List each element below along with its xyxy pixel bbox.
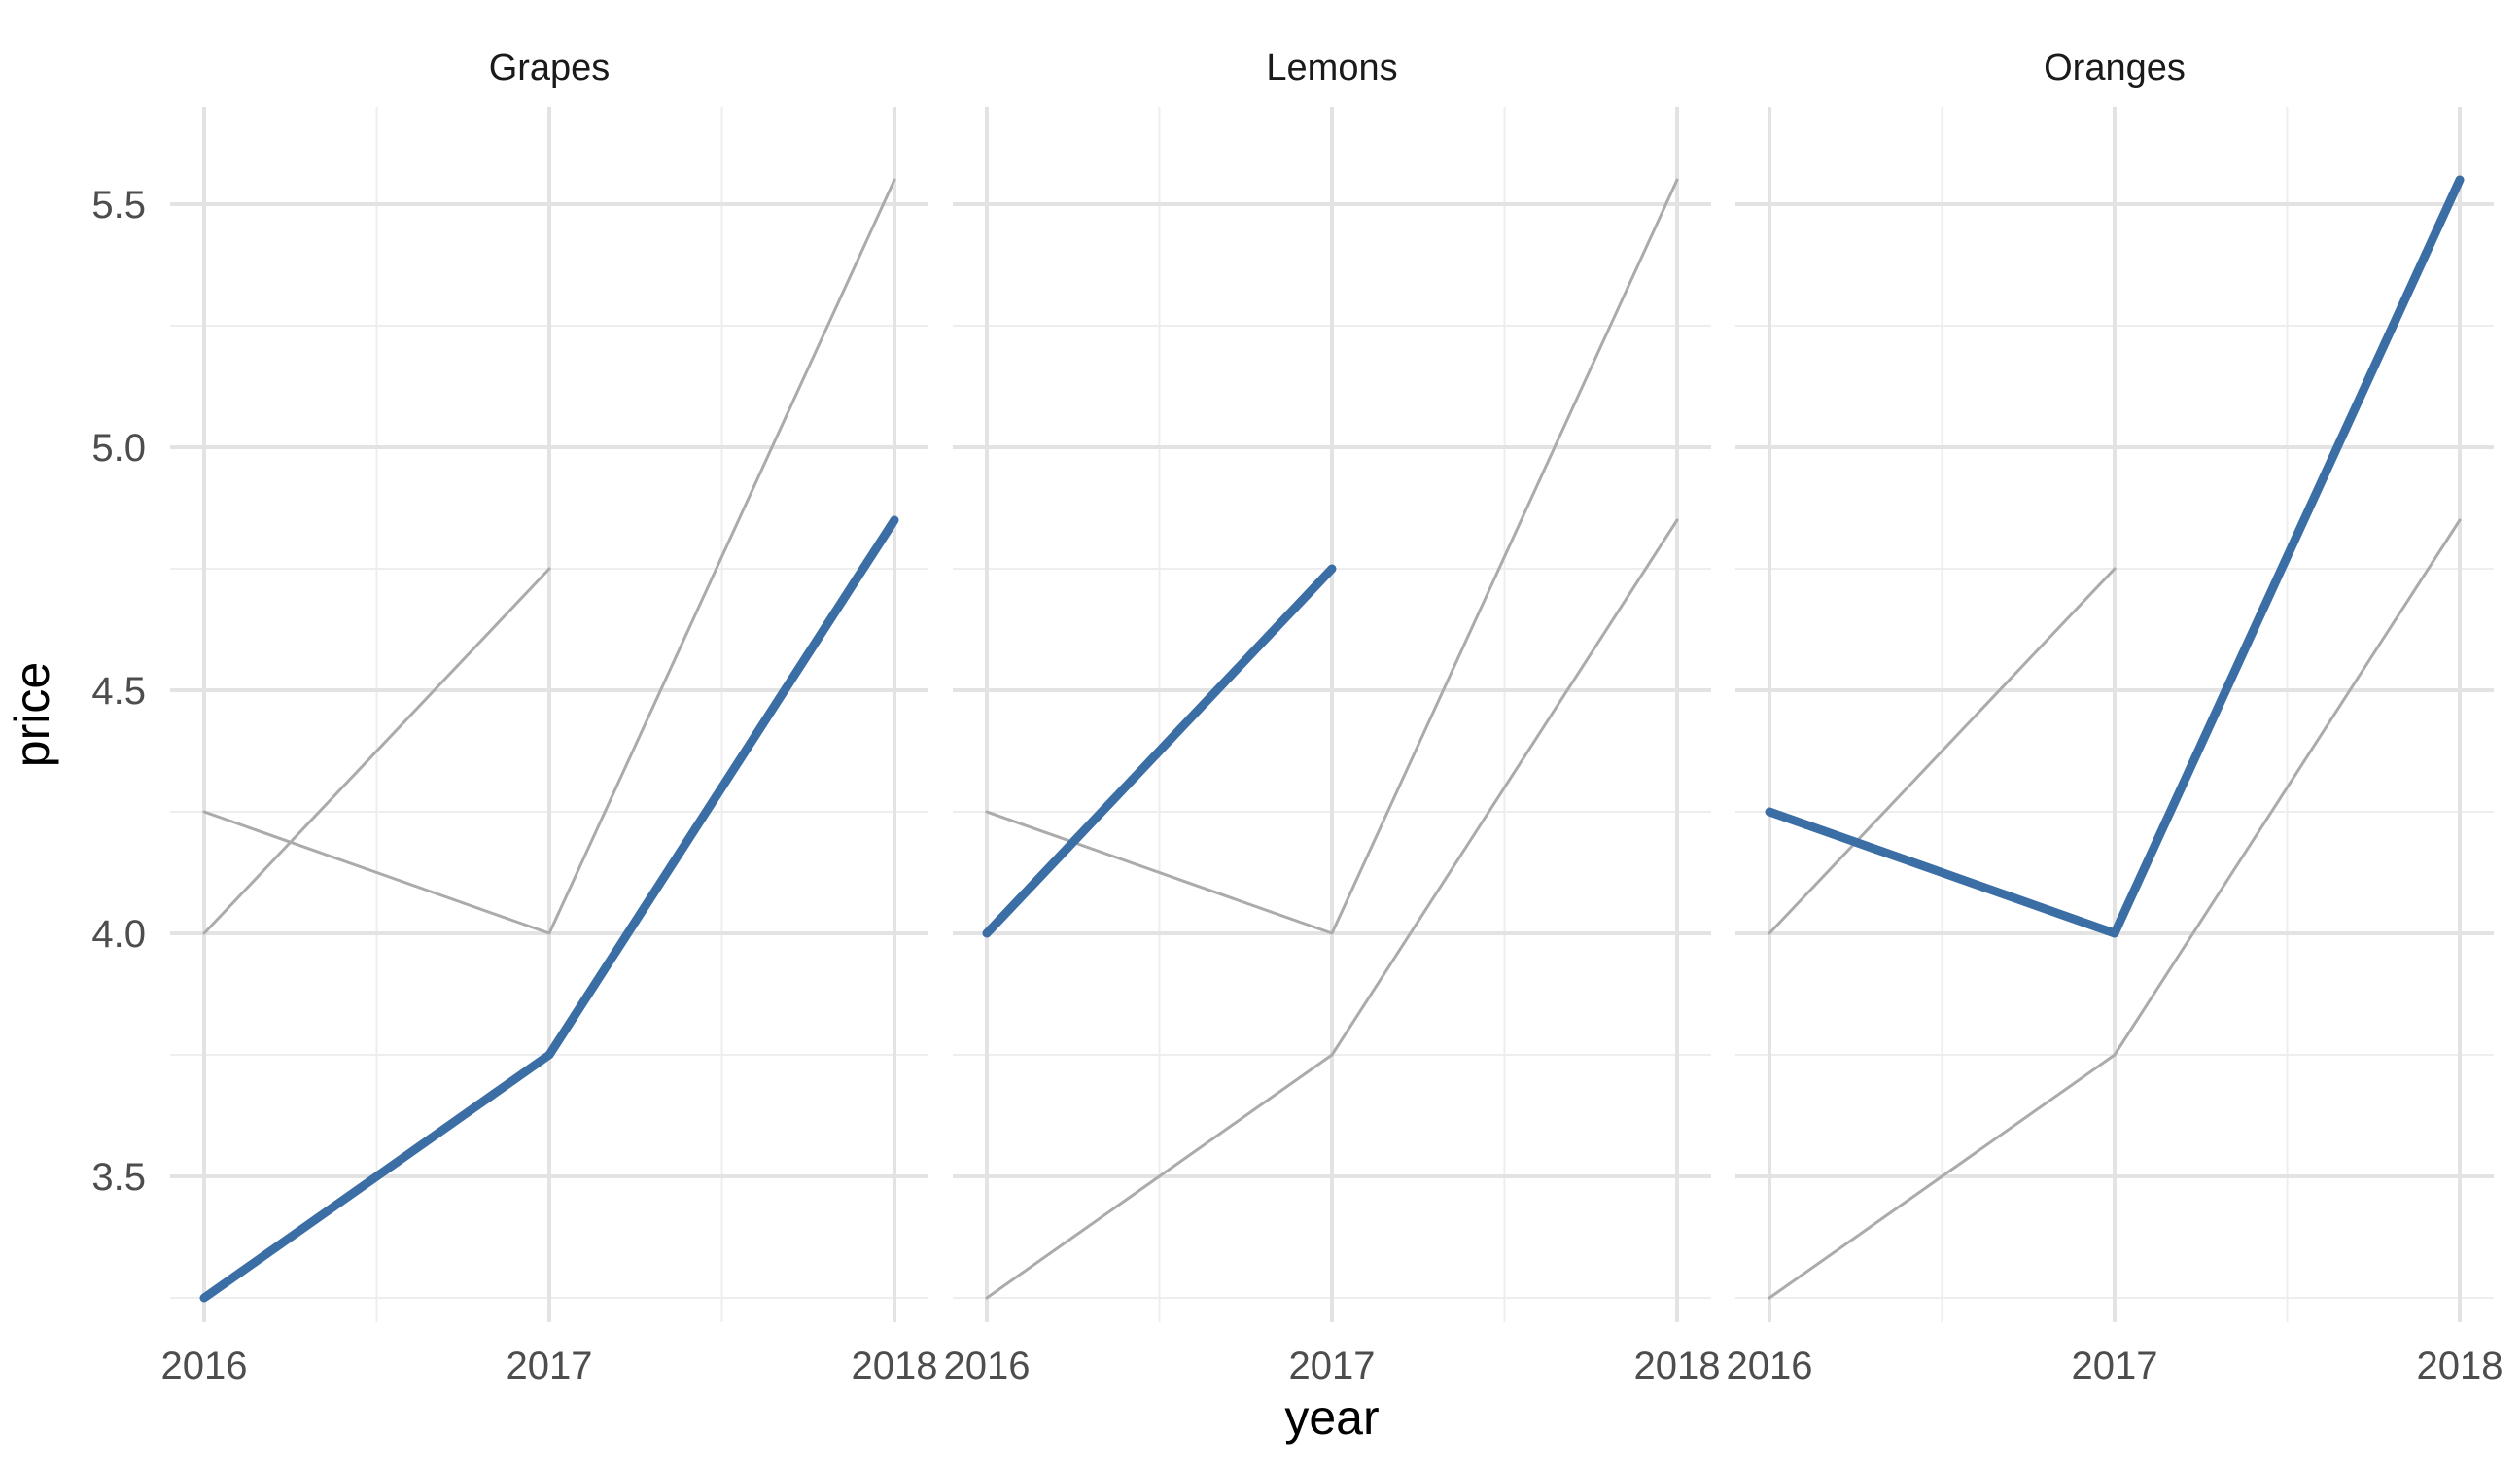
x-axis: 2016 2017 2018 2016 2017 2018 2016 2017 2018 bbox=[161, 1345, 2503, 1387]
facet-label: Lemons bbox=[1266, 48, 1397, 88]
facet-oranges: Oranges bbox=[1735, 48, 2494, 1322]
series-line-highlight bbox=[199, 515, 899, 1303]
facet-panels: Grapes Lemons Oranges bbox=[170, 48, 2494, 1322]
x-tick-label: 2018 bbox=[852, 1345, 938, 1387]
y-tick-label: 4.0 bbox=[91, 913, 146, 956]
x-tick-label: 2016 bbox=[1727, 1345, 1813, 1387]
x-axis-title: year bbox=[1284, 1390, 1379, 1445]
x-tick-label: 2017 bbox=[1289, 1345, 1376, 1387]
x-tick-label: 2018 bbox=[2417, 1345, 2503, 1387]
series-line-context bbox=[202, 567, 551, 935]
x-tick-label: 2017 bbox=[507, 1345, 593, 1387]
facet-label: Oranges bbox=[2044, 48, 2186, 88]
y-tick-label: 4.5 bbox=[91, 670, 146, 713]
y-tick-label: 3.5 bbox=[91, 1156, 146, 1199]
y-axis: 3.5 4.0 4.5 5.0 5.5 bbox=[91, 184, 146, 1199]
series-line-context bbox=[985, 178, 1679, 935]
y-tick-label: 5.5 bbox=[91, 184, 146, 227]
x-tick-label: 2017 bbox=[2072, 1345, 2158, 1387]
series-line-context bbox=[202, 178, 896, 935]
series-line-context bbox=[1768, 518, 2462, 1300]
x-tick-label: 2016 bbox=[161, 1345, 248, 1387]
facet-lemons: Lemons bbox=[953, 48, 1711, 1322]
series-line-context bbox=[985, 518, 1679, 1300]
x-tick-label: 2016 bbox=[944, 1345, 1031, 1387]
x-tick-label: 2018 bbox=[1634, 1345, 1721, 1387]
series-line-highlight bbox=[982, 564, 1337, 938]
facet-grapes: Grapes bbox=[170, 48, 928, 1322]
series-line-highlight bbox=[1765, 175, 2465, 938]
facet-label: Grapes bbox=[489, 48, 611, 88]
y-tick-label: 5.0 bbox=[91, 427, 146, 470]
y-axis-title: price bbox=[5, 662, 59, 767]
series-line-context bbox=[1768, 567, 2117, 935]
